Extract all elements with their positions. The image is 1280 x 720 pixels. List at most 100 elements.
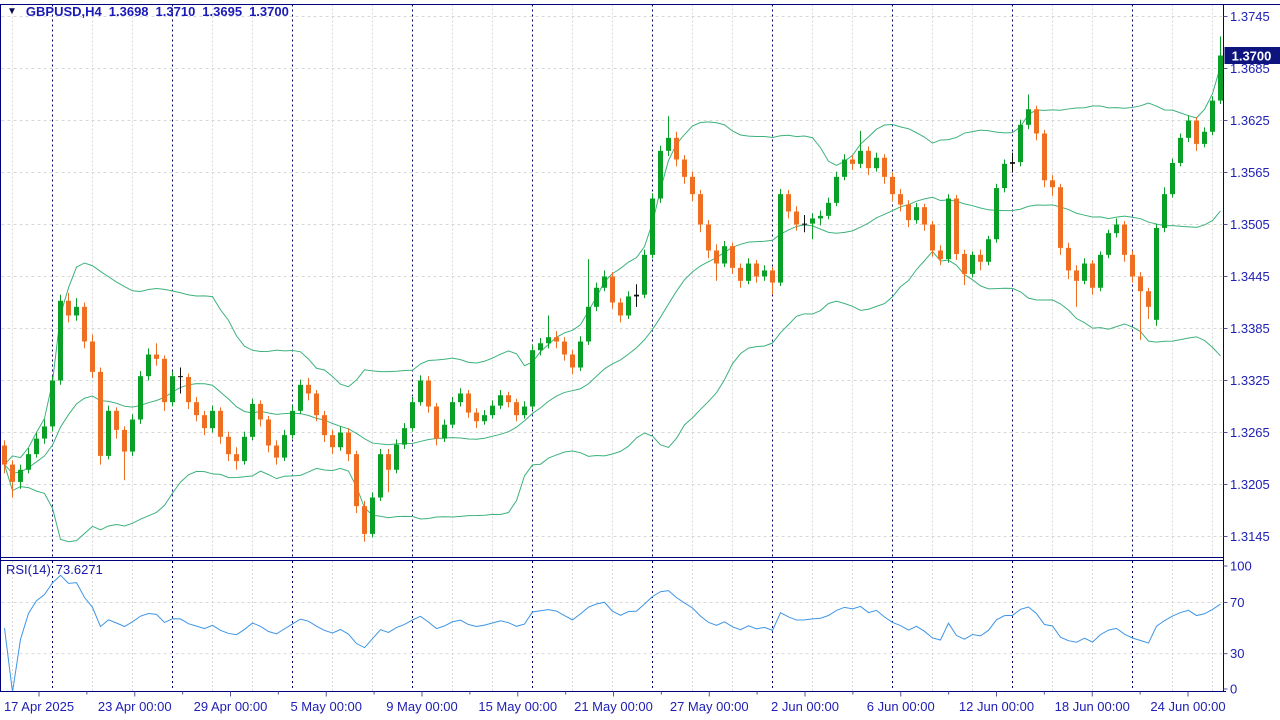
candle-body [18, 469, 23, 482]
candle-body [850, 159, 855, 164]
quote-symbol: GBPUSD,H4 [25, 4, 102, 19]
candle-body [122, 429, 127, 452]
candle-body [994, 188, 999, 240]
rsi-axis-label: 30 [1230, 646, 1244, 661]
candle-body [34, 438, 39, 455]
candle-body [330, 435, 335, 448]
price-axis-label: 1.3685 [1230, 61, 1270, 76]
candle-body [826, 202, 831, 216]
rsi-axis-label: 70 [1230, 595, 1244, 610]
candle-body [650, 198, 655, 255]
time-axis-label: 5 May 00:00 [290, 699, 362, 714]
candle-body [186, 377, 191, 403]
candle-body [410, 402, 415, 429]
candle-body [626, 296, 631, 316]
candle-body [658, 150, 663, 199]
candle-body [298, 384, 303, 411]
rsi-pane-grid [1, 561, 1224, 691]
candle-body [506, 395, 511, 403]
candle-body [194, 402, 199, 416]
candle-body [394, 444, 399, 470]
candle-body [1098, 254, 1103, 288]
candle-body [2, 445, 7, 465]
candle-body [114, 410, 119, 430]
candle-body [266, 419, 271, 446]
current-price-tag-value: 1.3700 [1232, 49, 1272, 64]
candle-body [434, 406, 439, 439]
candle-body [1002, 163, 1007, 189]
candle-body [962, 253, 967, 274]
quote-low: 1.3695 [202, 4, 243, 19]
candle-body [450, 402, 455, 425]
candle-body [402, 428, 407, 445]
candle-body [898, 194, 903, 205]
time-axis-label: 27 May 00:00 [670, 699, 749, 714]
candle-body [1146, 291, 1151, 307]
time-axis-label: 29 Apr 00:00 [194, 699, 268, 714]
current-price-tag-bg [1224, 47, 1280, 64]
candle-body [274, 445, 279, 458]
candle-body [1034, 109, 1039, 134]
candle-body [146, 354, 151, 377]
candle-body [754, 263, 759, 277]
candle-body [218, 410, 223, 437]
candle-body [522, 406, 527, 416]
quote-bar: ▼ GBPUSD,H4 1.3698 1.3710 1.3695 1.3700 [7, 4, 296, 19]
time-axis[interactable]: 17 Apr 2025 23 Apr 00:00 29 Apr 00:00 5 May… [4, 691, 1226, 715]
symbol-dropdown-icon[interactable]: ▼ [7, 6, 17, 17]
rsi-axis-label: 100 [1230, 559, 1252, 574]
candle-body [538, 343, 543, 351]
candle-body [674, 137, 679, 160]
candle-body [202, 415, 207, 429]
candle-body [954, 198, 959, 254]
rsi-line-series [4, 574, 1221, 691]
candle-body [242, 436, 247, 462]
candle-body [1122, 224, 1127, 255]
candle-body [474, 412, 479, 422]
candle-body [1202, 131, 1207, 144]
candle-body [610, 276, 615, 303]
candle-body [986, 239, 991, 262]
candle-body [930, 224, 935, 251]
candle-body [722, 246, 727, 264]
candle-body [282, 435, 287, 458]
candle-body [530, 350, 535, 407]
price-axis-label: 1.3205 [1230, 477, 1270, 492]
candle-body [778, 194, 783, 283]
candle-body [1138, 276, 1143, 292]
candle-body [546, 337, 551, 344]
candle-body [554, 337, 559, 342]
candle-body [458, 393, 463, 403]
candle-body [1042, 133, 1047, 181]
candle-body [706, 224, 711, 251]
candle-body [946, 198, 951, 260]
price-axis[interactable]: 1.3745 1.3685 1.3625 1.3565 1.3505 1.3445 1.33… [1223, 9, 1270, 544]
candle-body [466, 393, 471, 413]
candle-body [1018, 124, 1023, 163]
candle-body [106, 410, 111, 456]
candle-body [58, 300, 63, 381]
rsi-axis[interactable]: 100 70 30 0 [1223, 559, 1252, 697]
candle-body [738, 267, 743, 281]
current-price-tag: 1.3700 [1224, 47, 1280, 64]
time-axis-label: 6 Jun 00:00 [867, 699, 935, 714]
candle-body [170, 376, 175, 403]
candle-body [290, 410, 295, 436]
price-axis-label: 1.3445 [1230, 269, 1270, 284]
candle-body [250, 403, 255, 437]
price-axis-label: 1.3265 [1230, 425, 1270, 440]
candle-body [586, 306, 591, 342]
candle-body [1170, 162, 1175, 195]
bollinger-lower-band [4, 250, 1221, 543]
candle-body [890, 176, 895, 195]
candle-body [82, 306, 87, 342]
candle-body [1194, 120, 1199, 144]
candle-body [866, 150, 871, 169]
candle-body [698, 194, 703, 225]
candle-body [234, 454, 239, 462]
candle-body [66, 300, 71, 316]
candle-body [786, 194, 791, 212]
time-axis-label: 12 Jun 00:00 [959, 699, 1034, 714]
